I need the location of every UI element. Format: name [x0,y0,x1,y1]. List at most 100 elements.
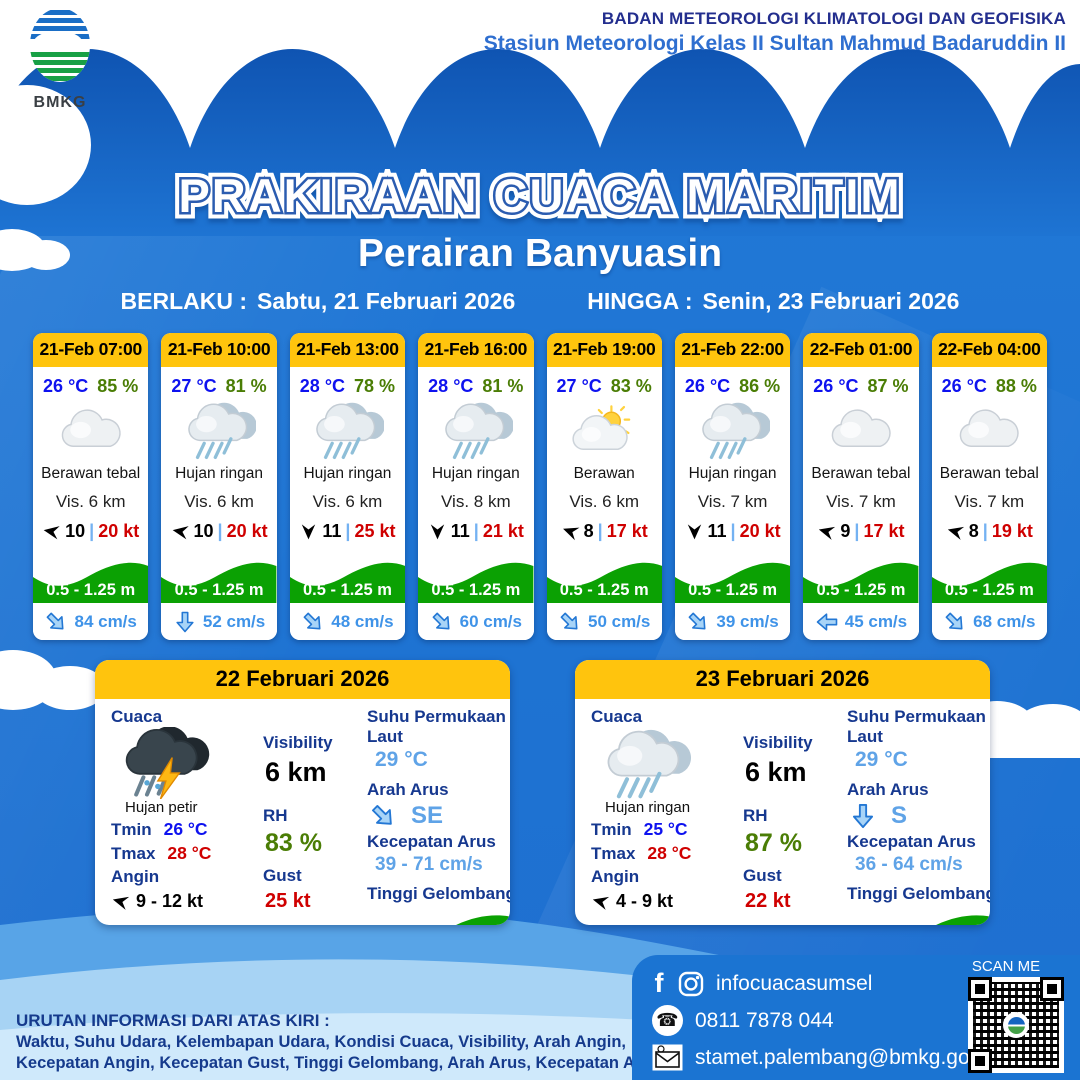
air-temperature: 28 °C [299,376,346,396]
weather-icon [439,400,513,460]
phone-icon: ☎ [652,1005,683,1036]
temp-humidity-row: 28 °C 81 % [418,376,533,397]
wave-shape [936,915,990,925]
email-row: stamet.palembang@bmkg.go.id [652,1041,992,1074]
current-row: 45 cm/s [803,603,919,640]
visibility-value: 6 km [265,757,327,787]
current-direction-icon [852,803,874,829]
wave-height-value: 0.5 - 1.25 m [174,581,264,599]
hourly-card: 21-Feb 16:00 28 °C 81 % Hujan ringan Vis… [418,333,534,640]
hourly-card: 21-Feb 10:00 27 °C 81 % Hujan ringan Vis… [161,333,277,640]
wind-speed: 9 [840,521,851,541]
weather-icon [310,400,384,460]
wave-height-band: 0.5 - 1.25 m [161,553,277,603]
air-temperature: 26 °C [813,376,859,396]
tmax-label: Tmax [591,844,636,863]
email-address: stamet.palembang@bmkg.go.id [695,1045,992,1069]
sst-value: 29 °C [855,748,908,771]
arah-arus-label: Arah Arus [367,780,449,799]
current-direction-icon [945,612,963,630]
valid-to-label: HINGGA : [587,288,693,314]
instagram-icon [678,971,704,996]
temp-humidity-row: 27 °C 81 % [161,376,276,397]
visibility-value: Vis. 6 km [312,492,383,511]
daily-weather-column: Cuaca Hujan ringan Tmin 25 °C Tmax 28 °C… [591,707,743,925]
air-temperature: 26 °C [43,376,89,396]
wave-shape [33,562,149,603]
valid-to-value: Senin, 23 Februari 2026 [702,288,960,314]
current-direction-icon [688,612,706,630]
condition-label: Hujan ringan [303,465,392,482]
wave-height-band: 0.5 - 1.25 m [674,553,791,603]
current-row: 48 cm/s [289,603,406,640]
current-speed: 68 cm/s [973,611,1036,631]
rh-label: RH [263,806,288,825]
visibility-value: Vis. 7 km [697,492,768,511]
wave-shape [418,562,534,603]
relative-humidity: 88 % [995,376,1037,396]
wind-separator: | [597,521,603,541]
hourly-card: 22-Feb 04:00 26 °C 88 % Berawan tebal Vi… [931,333,1047,640]
current-direction-icon [372,805,392,825]
wave-height-band: 0.5 - 1.25 m [931,553,1047,603]
wind-speed: 8 [583,521,594,541]
daily-sea-column: Suhu Permukaan Laut 29 °C Arah Arus S Ke… [847,707,990,925]
wind-direction-icon [947,526,964,540]
forecast-time: 21-Feb 16:00 [418,333,534,367]
current-row: 39 cm/s [674,603,791,640]
forecast-time: 21-Feb 13:00 [289,333,406,367]
current-row: 52 cm/s [161,603,277,640]
daily-sea-column: Suhu Permukaan Laut 29 °C Arah Arus SE K… [367,707,510,925]
daily-forecast-row: 22 Februari 2026 Cuaca Hujan petir Tmin … [95,660,990,925]
current-speed: 45 cm/s [844,611,908,631]
weather-icon [952,400,1026,460]
current-direction-icon [303,612,321,630]
wind-separator: | [345,521,351,541]
temp-humidity-row: 26 °C 86 % [675,376,790,397]
current-direction-icon [432,612,450,630]
wind-direction-icon [562,527,580,541]
relative-humidity: 86 % [739,376,781,396]
wave-shape [456,915,510,925]
weather-icon [567,400,641,460]
condition-label: Hujan ringan [688,465,777,482]
gust-value: 25 kt [265,890,311,912]
kecepatan-arus-label: Kecepatan Arus [847,832,976,851]
rh-label: RH [743,806,768,825]
phone-number: 0811 7878 044 [695,1008,834,1032]
temp-humidity-row: 26 °C 87 % [803,376,918,397]
page-title: PRAKIRAAN CUACA MARITIM [178,168,901,223]
temp-humidity-row: 27 °C 83 % [547,376,662,397]
social-handle: infocuacasumsel [716,971,873,995]
air-temperature: 28 °C [428,376,474,396]
wave-shape [803,562,919,603]
qr-finder [1040,977,1064,1001]
current-direction-icon [816,612,838,631]
phone-row: ☎ 0811 7878 044 [652,1004,992,1037]
wind-separator: | [854,521,860,541]
wind-direction-icon [112,896,130,910]
current-direction-row: S [849,802,990,830]
visibility-label: Visibility [743,733,813,752]
wind-direction-icon [302,524,316,540]
rh-value: 83 % [265,829,322,857]
bmkg-logo-icon [30,8,90,82]
wind-row: 4 - 9 kt [591,891,743,912]
wave-height-value: 0.5 - 1.25 m [944,581,1034,599]
relative-humidity: 81 % [482,376,524,396]
wind-gust: 20 kt [98,521,140,541]
condition-label: Berawan tebal [811,465,911,482]
forecast-time: 21-Feb 07:00 [33,333,149,367]
sst-label: Suhu Permukaan Laut [367,707,506,746]
cloud-shape [0,85,91,205]
relative-humidity: 83 % [610,376,652,396]
wave-shape [931,562,1047,603]
info-order-line1: Waktu, Suhu Udara, Kelembapan Udara, Kon… [16,1032,627,1051]
wave-height-value: 0.5 - 1.25 m [559,581,649,599]
wave-height-band: 0.5 - 1.25 m [33,553,149,603]
title-block: PRAKIRAAN CUACA MARITIM [0,168,1080,223]
wind-speed: 11 [707,521,727,541]
social-row: f infocuacasumsel [652,967,992,1000]
angin-label: Angin [111,867,160,886]
wind-gust: 20 kt [739,521,781,541]
